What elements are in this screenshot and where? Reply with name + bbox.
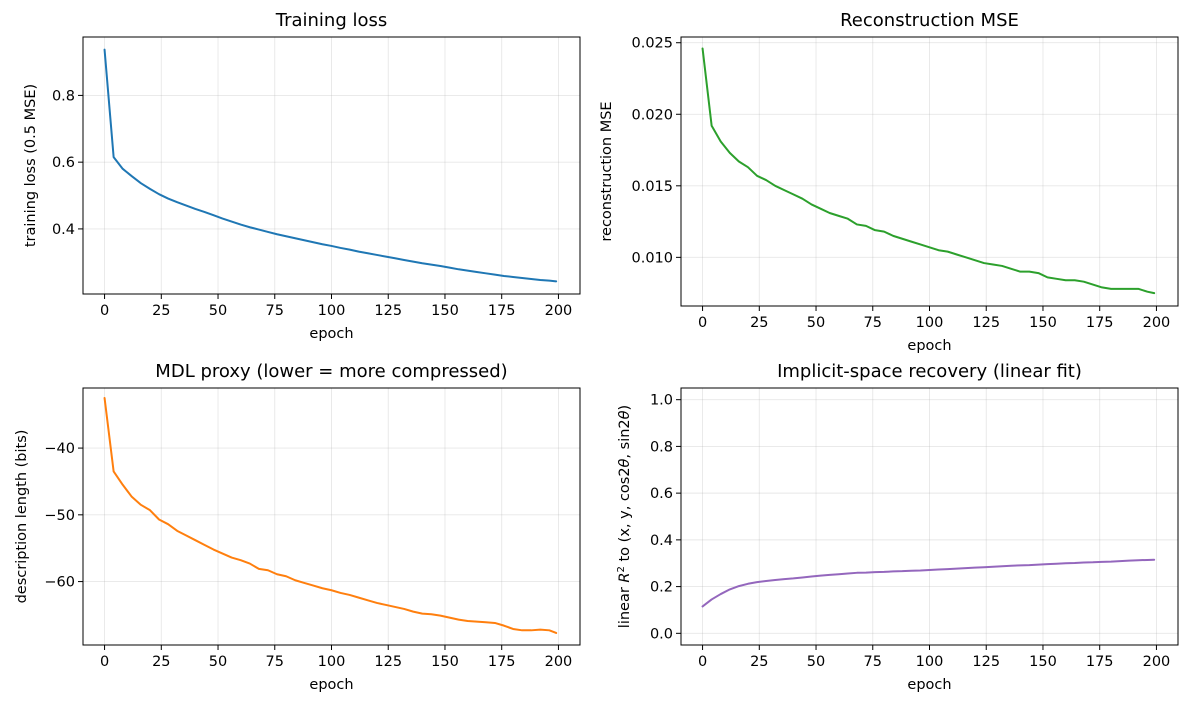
training-loss-ytick-label-2: 0.8	[52, 88, 75, 104]
implicit-recovery-xtick-label-7: 175	[1086, 654, 1114, 670]
training-loss-xlabel: epoch	[309, 326, 353, 342]
implicit-recovery-ylabel-part-4: θ	[617, 458, 633, 467]
reconstruction-mse-series-line-0	[701, 47, 1156, 295]
reconstruction-mse-chart: 0 25 50 75 100 125 150 175 200 0.010 0.015 0.020 0.0…	[599, 10, 1179, 354]
implicit-recovery-ylabel: linear R2 to (x, y, cos2θ, sin2θ)	[616, 405, 634, 628]
training-loss-xtick-label-8: 200	[545, 303, 573, 319]
reconstruction-mse-xlabel: epoch	[907, 338, 951, 354]
reconstruction-mse-ytick-label-1: 0.015	[631, 179, 673, 195]
implicit-recovery-series-line-0	[701, 558, 1156, 608]
reconstruction-mse-xtick-label-2: 50	[807, 315, 825, 331]
mdl-proxy-xtick-label-8: 200	[545, 654, 573, 670]
training-loss-series-line-0	[103, 48, 558, 283]
training-loss-title: Training loss	[275, 10, 388, 31]
training-loss-xtick-label-7: 175	[488, 303, 516, 319]
implicit-recovery-xtick-label-5: 125	[972, 654, 1000, 670]
reconstruction-mse-ytick-label-2: 0.020	[631, 107, 673, 123]
training-loss-xtick-label-3: 75	[266, 303, 284, 319]
reconstruction-mse-title: Reconstruction MSE	[840, 10, 1019, 31]
training-loss-ytick-label-0: 0.4	[52, 222, 75, 238]
training-loss-ylabel: training loss (0.5 MSE)	[23, 84, 39, 247]
implicit-recovery-ylabel-part-1: R	[617, 572, 633, 582]
mdl-proxy-title: MDL proxy (lower = more compressed)	[155, 361, 507, 382]
implicit-recovery-ylabel-part-7: )	[617, 405, 633, 411]
training-loss-xtick-label-5: 125	[374, 303, 402, 319]
reconstruction-mse-xtick-label-7: 175	[1086, 315, 1114, 331]
implicit-recovery-ylabel-part-3: to (x, y, cos2	[617, 467, 633, 566]
reconstruction-mse-xtick-label-5: 125	[972, 315, 1000, 331]
training-loss-xtick-label-6: 150	[431, 303, 459, 319]
implicit-recovery-ytick-label-4: 0.8	[650, 439, 673, 455]
training-loss-xtick-label-4: 100	[318, 303, 346, 319]
implicit-recovery-xtick-label-6: 150	[1029, 654, 1057, 670]
training-loss-xtick-label-1: 25	[152, 303, 170, 319]
reconstruction-mse-xtick-label-6: 150	[1029, 315, 1057, 331]
reconstruction-mse-xtick-label-0: 0	[698, 315, 707, 331]
implicit-recovery-xtick-label-3: 75	[864, 654, 882, 670]
training-loss-xtick-label-0: 0	[100, 303, 109, 319]
implicit-recovery-ytick-label-1: 0.2	[650, 580, 673, 596]
implicit-recovery-xtick-label-1: 25	[750, 654, 768, 670]
mdl-proxy-xtick-label-6: 150	[431, 654, 459, 670]
mdl-proxy-xtick-label-4: 100	[318, 654, 346, 670]
implicit-recovery-ylabel-part-6: θ	[617, 410, 633, 419]
mdl-proxy-xlabel: epoch	[309, 677, 353, 693]
mdl-proxy-xtick-label-7: 175	[488, 654, 516, 670]
mdl-proxy-xtick-label-5: 125	[374, 654, 402, 670]
implicit-recovery-ytick-label-5: 1.0	[650, 393, 673, 409]
mdl-proxy-ylabel: description length (bits)	[14, 430, 30, 604]
reconstruction-mse-xtick-label-4: 100	[916, 315, 944, 331]
implicit-recovery-ylabel-part-0: linear	[617, 583, 633, 629]
training-loss-ytick-label-1: 0.6	[52, 155, 75, 171]
reconstruction-mse-xtick-label-3: 75	[864, 315, 882, 331]
reconstruction-mse-ytick-label-3: 0.025	[631, 36, 673, 52]
implicit-recovery-ytick-label-2: 0.4	[650, 533, 673, 549]
implicit-recovery-ytick-label-3: 0.6	[650, 486, 673, 502]
mdl-proxy-xtick-label-3: 75	[266, 654, 284, 670]
implicit-recovery-xlabel: epoch	[907, 677, 951, 693]
training-loss-chart: 0 25 50 75 100 125 150 175 200 0.4 0.6 0.8 Training …	[23, 10, 581, 342]
implicit-recovery-xtick-label-2: 50	[807, 654, 825, 670]
training-loss-xtick-label-2: 50	[209, 303, 227, 319]
implicit-recovery-xtick-label-0: 0	[698, 654, 707, 670]
implicit-recovery-ylabel-part-2: 2	[616, 566, 627, 572]
mdl-proxy-xtick-label-1: 25	[152, 654, 170, 670]
implicit-recovery-chart: 0 25 50 75 100 125 150 175 200 0.0 0.2 0.4 0.6 0.8 1.0…	[616, 361, 1179, 693]
implicit-recovery-xtick-label-4: 100	[916, 654, 944, 670]
mdl-proxy-ytick-label-2: −40	[44, 441, 75, 457]
reconstruction-mse-ytick-label-0: 0.010	[631, 250, 673, 266]
implicit-recovery-ytick-label-0: 0.0	[650, 626, 673, 642]
implicit-recovery-xtick-label-8: 200	[1143, 654, 1171, 670]
mdl-proxy-ytick-label-1: −50	[44, 508, 75, 524]
mdl-proxy-ytick-label-0: −60	[44, 575, 75, 591]
reconstruction-mse-xtick-label-8: 200	[1143, 315, 1171, 331]
reconstruction-mse-ylabel: reconstruction MSE	[599, 101, 615, 241]
mdl-proxy-chart: 0 25 50 75 100 125 150 175 200 −60 −50 −40 MDL proxy…	[14, 361, 581, 693]
mdl-proxy-series-line-0	[103, 397, 558, 634]
mdl-proxy-xtick-label-2: 50	[209, 654, 227, 670]
reconstruction-mse-xtick-label-1: 25	[750, 315, 768, 331]
implicit-recovery-ylabel-part-5: , sin2	[617, 419, 633, 458]
implicit-recovery-title: Implicit-space recovery (linear fit)	[777, 361, 1082, 382]
mdl-proxy-xtick-label-0: 0	[100, 654, 109, 670]
